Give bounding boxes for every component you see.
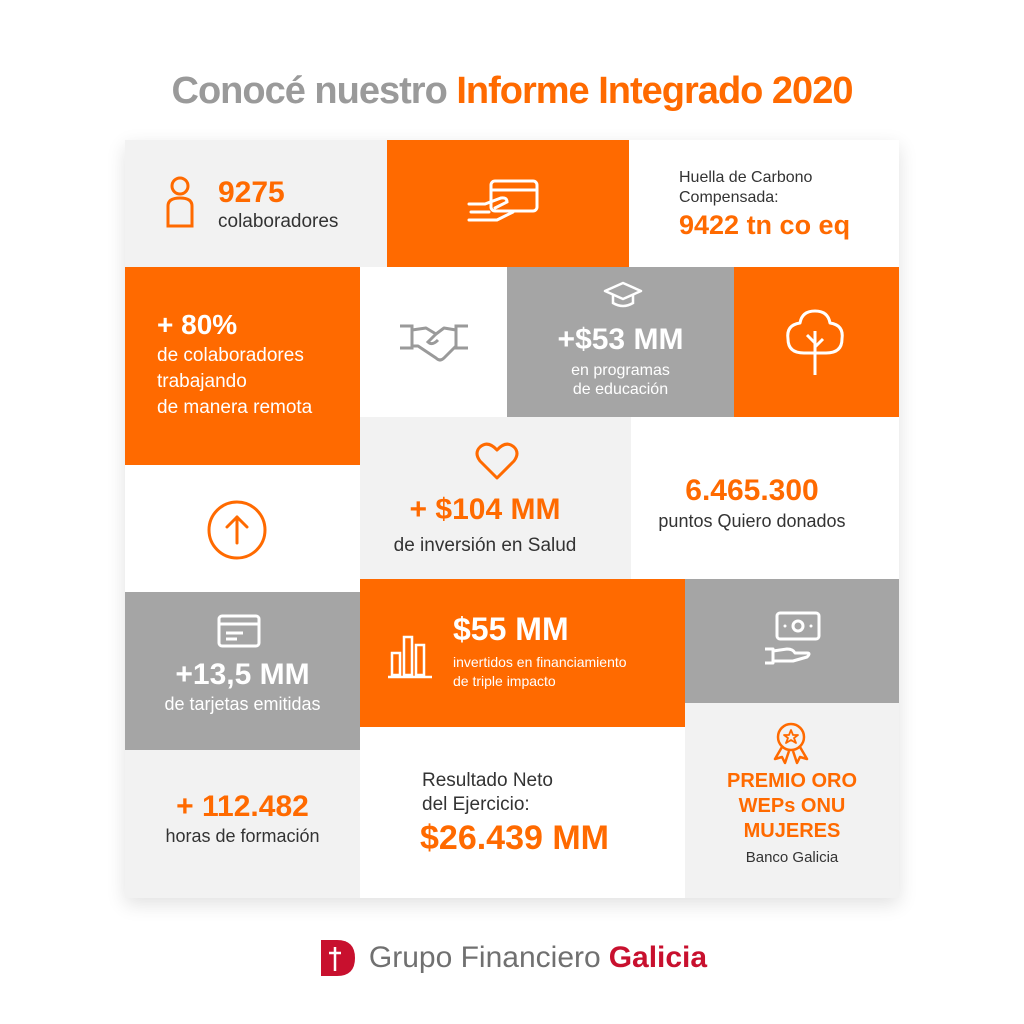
formacion-label: horas de formación (165, 826, 320, 846)
tile-salud: + $104 MM de inversión en Salud (360, 417, 631, 579)
card-icon (217, 614, 261, 648)
remoto-line1: de colaboradores (157, 345, 304, 366)
colaboradores-label: colaboradores (218, 211, 339, 232)
financiamiento-value: $55 MM (453, 611, 569, 647)
tile-hand-card (387, 140, 629, 267)
formacion-value: + 112.482 (176, 790, 309, 823)
salud-value: + $104 MM (409, 493, 561, 526)
heart-icon (475, 442, 519, 480)
huella-value: 9422 tn co eq (679, 210, 851, 240)
huella-label2: Compensada: (679, 189, 779, 206)
tile-tarjetas: +13,5 MM de tarjetas emitidas (125, 592, 360, 750)
remoto-line2: trabajando (157, 371, 247, 392)
hand-card-icon (467, 179, 539, 222)
hand-money-icon (765, 611, 821, 665)
premio-line3: MUJERES (743, 820, 841, 842)
quiero-label: puntos Quiero donados (658, 511, 846, 531)
tile-handshake (360, 267, 507, 417)
tile-hand-money (685, 579, 899, 703)
educacion-line1: en programas (571, 362, 670, 379)
tile-huella: Huella de Carbono Compensada: 9422 tn co… (629, 140, 899, 267)
graduation-cap-icon (603, 281, 643, 308)
resultado-value: $26.439 MM (420, 819, 609, 857)
tarjetas-label: de tarjetas emitidas (164, 694, 321, 714)
educacion-value: +$53 MM (557, 323, 684, 356)
remoto-value: + 80% (157, 309, 238, 340)
tile-resultado: Resultado Neto del Ejercicio: $26.439 MM (360, 727, 685, 898)
salud-label: de inversión en Salud (393, 535, 577, 556)
tile-remoto: + 80% de colaboradores trabajando de man… (125, 267, 360, 465)
tile-arrow (125, 465, 360, 592)
tile-colaboradores: 9275 colaboradores (125, 140, 387, 267)
colaboradores-value: 9275 (218, 176, 285, 209)
huella-label1: Huella de Carbono (679, 169, 813, 186)
resultado-label2: del Ejercicio: (422, 794, 530, 815)
footer-logo: Grupo Financiero Galicia (0, 936, 1024, 980)
award-icon (773, 722, 809, 765)
brand-part2: Galicia (608, 941, 708, 974)
arrow-up-circle-icon (207, 500, 267, 560)
premio-line1: PREMIO ORO (726, 770, 857, 792)
page-title: Conocé nuestro Informe Integrado 2020 (0, 70, 1024, 113)
tile-quiero: 6.465.300 puntos Quiero donados (631, 417, 899, 579)
premio-line2: WEPs ONU (738, 795, 846, 817)
tarjetas-value: +13,5 MM (175, 658, 310, 691)
title-part1: Conocé nuestro (171, 70, 448, 112)
financiamiento-line1: invertidos en financiamiento (453, 654, 627, 670)
infographic-grid: 9275 colaboradores Huella de Carbono Com… (125, 140, 899, 898)
tile-financiamiento: $55 MM invertidos en financiamiento de t… (360, 579, 685, 727)
bar-chart-icon (388, 635, 432, 679)
quiero-value: 6.465.300 (685, 474, 819, 507)
title-part2: Informe Integrado 2020 (456, 70, 853, 112)
tile-premio: PREMIO ORO WEPs ONU MUJERES Banco Galici… (685, 703, 899, 898)
tree-icon (786, 309, 844, 375)
person-icon (166, 176, 194, 228)
tile-formacion: + 112.482 horas de formación (125, 750, 360, 898)
premio-label: Banco Galicia (745, 849, 839, 866)
remoto-line3: de manera remota (157, 397, 313, 418)
brand-part1: Grupo Financiero (368, 941, 601, 974)
tile-tree (734, 267, 899, 417)
handshake-icon (400, 324, 468, 362)
educacion-line2: de educación (572, 381, 669, 398)
galicia-logo-icon (320, 940, 355, 976)
financiamiento-line2: de triple impacto (453, 673, 556, 689)
resultado-label1: Resultado Neto (422, 770, 553, 791)
tile-educacion: +$53 MM en programas de educación (507, 267, 734, 417)
